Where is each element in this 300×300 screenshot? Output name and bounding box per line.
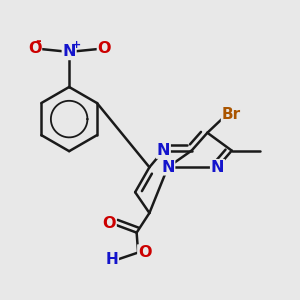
Text: N: N [211,160,224,175]
Text: N: N [62,44,76,59]
Text: Br: Br [222,107,241,122]
Text: N: N [161,160,175,175]
Text: H: H [106,252,118,267]
Text: N: N [157,143,170,158]
Text: O: O [28,41,41,56]
Text: O: O [103,216,116,231]
Text: +: + [72,40,81,50]
Text: O: O [138,245,152,260]
Text: O: O [98,41,111,56]
Text: -: - [36,34,41,48]
